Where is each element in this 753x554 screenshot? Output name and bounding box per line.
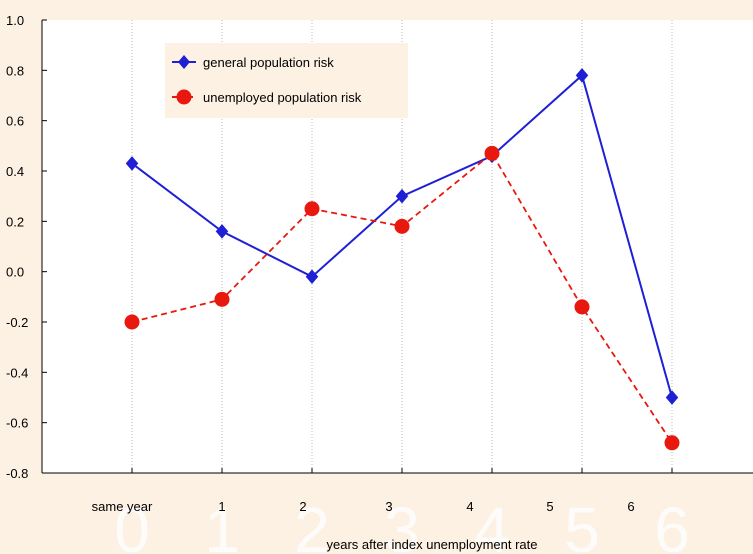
x-watermark-digit: 3 [384, 494, 420, 554]
data-point-circle [394, 218, 410, 234]
x-tick-label: 1 [218, 499, 225, 514]
y-tick-label: 1.0 [6, 13, 24, 28]
x-tick-labels: same year 1 2 3 4 5 6 [92, 499, 635, 514]
x-watermark-digit: 2 [294, 494, 330, 554]
legend-box [165, 43, 408, 118]
x-watermark-digit: 6 [654, 494, 690, 554]
axes [41, 20, 753, 474]
x-tick-label: 2 [299, 499, 306, 514]
x-tick-label: same year [92, 499, 153, 514]
x-axis-label: years after index unemployment rate [327, 537, 538, 552]
data-point-diamond [215, 224, 229, 239]
x-tick-label: 4 [466, 499, 473, 514]
legend: general population risk unemployed popula… [165, 43, 408, 118]
data-point-diamond [395, 188, 409, 204]
x-tick-label: 6 [627, 499, 634, 514]
data-point-circle [214, 291, 230, 307]
data-series [124, 67, 680, 451]
y-tick-label: -0.4 [6, 365, 28, 380]
data-point-circle [484, 145, 500, 161]
y-tick-label: 0.4 [6, 164, 24, 179]
y-tick-label: 0.0 [6, 265, 24, 280]
x-watermark-digit: 1 [204, 494, 240, 554]
data-point-diamond [125, 156, 139, 171]
data-point-diamond [305, 269, 319, 285]
data-point-circle [124, 314, 140, 330]
legend-label: unemployed population risk [203, 90, 362, 105]
legend-label: general population risk [203, 55, 334, 70]
x-tick-label: 5 [546, 499, 553, 514]
data-point-circle [304, 201, 320, 217]
x-watermark-digit: 5 [564, 494, 600, 554]
data-point-circle [574, 299, 590, 315]
data-point-diamond [575, 67, 589, 83]
data-point-circle [664, 435, 680, 451]
y-tick-label: -0.8 [6, 466, 28, 481]
data-point-diamond [665, 390, 679, 405]
y-tick-labels: 1.0 0.8 0.6 0.4 0.2 0.0 -0.2 -0.4 -0.6 -0.8 [6, 13, 47, 481]
x-tick-label: 3 [385, 499, 392, 514]
x-watermark-digit: 0 [114, 494, 150, 554]
x-watermark-digit: 4 [474, 494, 510, 554]
legend-entries: general population risk unemployed popula… [172, 55, 362, 105]
y-tick-label: -0.6 [6, 416, 28, 431]
legend-marker-diamond [178, 55, 190, 69]
legend-marker-circle [176, 89, 192, 105]
y-tick-label: 0.6 [6, 114, 24, 129]
y-tick-label: 0.2 [6, 214, 24, 229]
y-tick-label: -0.2 [6, 315, 28, 330]
y-tick-label: 0.8 [6, 63, 24, 78]
